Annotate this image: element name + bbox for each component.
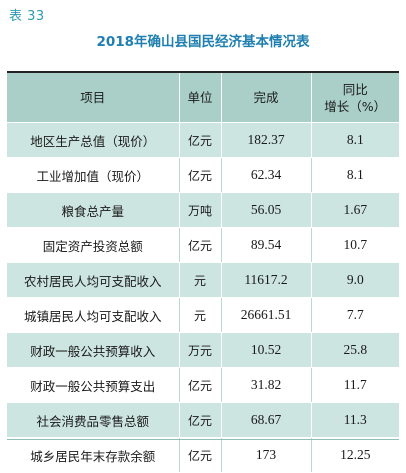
table-row: 固定资产投资总额 亿元 89.54 10.7: [7, 227, 399, 263]
row-item: 城乡居民年末存款余额: [7, 437, 180, 473]
row-value: 10.52: [221, 332, 312, 368]
row-unit: 亿元: [179, 402, 222, 438]
row-item: 财政一般公共预算收入: [7, 332, 180, 368]
row-growth: 12.25: [311, 437, 399, 473]
row-unit: 亿元: [179, 437, 222, 473]
row-value: 31.82: [221, 367, 312, 403]
row-unit: 亿元: [179, 367, 222, 403]
row-growth: 1.67: [311, 192, 399, 228]
header-growth-line2: 增长（%）: [324, 98, 387, 114]
table-row: 财政一般公共预算收入 万元 10.52 25.8: [7, 332, 399, 368]
row-growth: 7.7: [311, 297, 399, 333]
row-value: 68.67: [221, 402, 312, 438]
header-growth-line1: 同比: [342, 81, 368, 97]
row-value: 89.54: [221, 227, 312, 263]
row-unit: 亿元: [179, 157, 222, 193]
row-unit: 万吨: [179, 192, 222, 228]
row-value: 56.05: [221, 192, 312, 228]
table-header-row: 项目 单位 完成 同比 增长（%）: [7, 73, 399, 123]
row-growth: 11.3: [311, 402, 399, 438]
header-growth: 同比 增长（%）: [311, 73, 399, 123]
row-unit: 亿元: [179, 227, 222, 263]
table-row: 财政一般公共预算支出 亿元 31.82 11.7: [7, 367, 399, 403]
row-value: 182.37: [221, 122, 312, 158]
table-title: 2018年确山县国民经济基本情况表: [96, 34, 310, 50]
row-unit: 亿元: [179, 122, 222, 158]
row-growth: 8.1: [311, 157, 399, 193]
row-unit: 元: [179, 262, 222, 298]
row-item: 地区生产总值（现价）: [7, 122, 180, 158]
row-growth: 25.8: [311, 332, 399, 368]
table-row: 工业增加值（现价） 亿元 62.34 8.1: [7, 157, 399, 193]
table-row: 城乡居民年末存款余额 亿元 173 12.25: [7, 437, 399, 473]
row-item: 固定资产投资总额: [7, 227, 180, 263]
table-row: 粮食总产量 万吨 56.05 1.67: [7, 192, 399, 228]
table-bottom-rule: [7, 439, 399, 440]
table-number-label: 表 33: [9, 9, 45, 24]
row-growth: 11.7: [311, 367, 399, 403]
row-growth: 9.0: [311, 262, 399, 298]
row-item: 城镇居民人均可支配收入: [7, 297, 180, 333]
row-item: 社会消费品零售总额: [7, 402, 180, 438]
table-row: 农村居民人均可支配收入 元 11617.2 9.0: [7, 262, 399, 298]
row-unit: 元: [179, 297, 222, 333]
table-row: 地区生产总值（现价） 亿元 182.37 8.1: [7, 122, 399, 158]
row-item: 财政一般公共预算支出: [7, 367, 180, 403]
header-value: 完成: [221, 73, 312, 123]
row-value: 26661.51: [221, 297, 312, 333]
row-unit: 万元: [179, 332, 222, 368]
row-item: 工业增加值（现价）: [7, 157, 180, 193]
row-growth: 8.1: [311, 122, 399, 158]
table-top-rule: [7, 71, 399, 73]
row-value: 62.34: [221, 157, 312, 193]
header-unit: 单位: [179, 73, 222, 123]
row-item: 农村居民人均可支配收入: [7, 262, 180, 298]
row-value: 11617.2: [221, 262, 312, 298]
header-item: 项目: [7, 73, 180, 123]
table-row: 社会消费品零售总额 亿元 68.67 11.3: [7, 402, 399, 438]
row-item: 粮食总产量: [7, 192, 180, 228]
row-value: 173: [221, 437, 312, 473]
table-row: 城镇居民人均可支配收入 元 26661.51 7.7: [7, 297, 399, 333]
economic-data-table: 项目 单位 完成 同比 增长（%） 地区生产总值（现价） 亿元 182.37 8…: [7, 73, 399, 473]
row-growth: 10.7: [311, 227, 399, 263]
